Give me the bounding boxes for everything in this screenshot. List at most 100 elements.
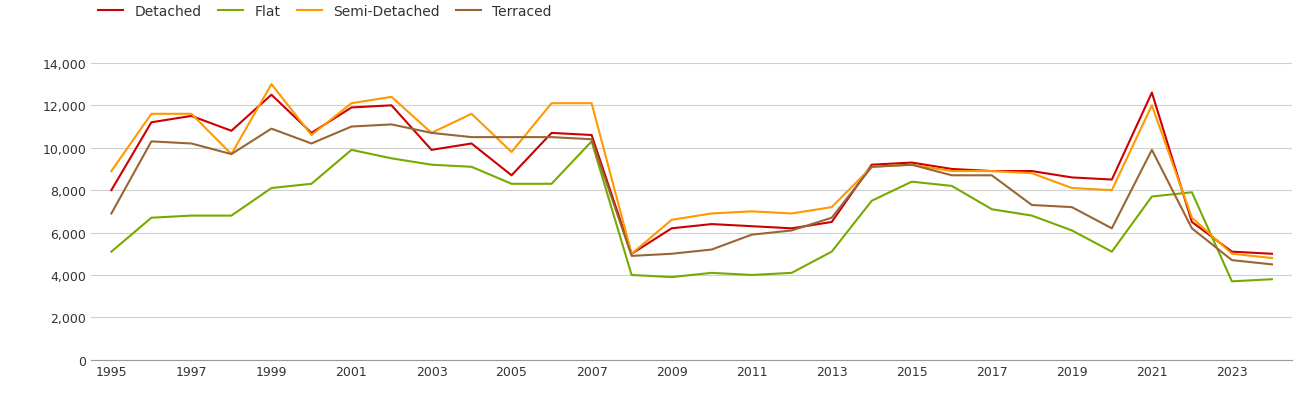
- Flat: [1064, 228, 1079, 233]
- Semi-Detached: [304, 133, 320, 138]
- Terraced: [744, 233, 760, 238]
- Semi-Detached: [184, 112, 200, 117]
- Line: Semi-Detached: Semi-Detached: [111, 85, 1272, 258]
- Flat: [184, 213, 200, 218]
- Detached: [944, 167, 959, 172]
- Legend: Detached, Flat, Semi-Detached, Terraced: Detached, Flat, Semi-Detached, Terraced: [98, 5, 552, 19]
- Flat: [823, 249, 839, 254]
- Semi-Detached: [504, 150, 519, 155]
- Semi-Detached: [544, 101, 560, 106]
- Flat: [904, 180, 920, 185]
- Terraced: [984, 173, 1000, 178]
- Detached: [984, 169, 1000, 174]
- Detached: [1224, 249, 1240, 254]
- Flat: [864, 199, 880, 204]
- Flat: [144, 216, 159, 220]
- Detached: [703, 222, 719, 227]
- Detached: [744, 224, 760, 229]
- Semi-Detached: [864, 165, 880, 170]
- Flat: [784, 271, 800, 276]
- Terraced: [1144, 148, 1160, 153]
- Terraced: [103, 211, 119, 216]
- Terraced: [583, 137, 599, 142]
- Semi-Detached: [703, 211, 719, 216]
- Flat: [583, 139, 599, 144]
- Terraced: [264, 127, 279, 132]
- Flat: [1104, 249, 1120, 254]
- Flat: [544, 182, 560, 187]
- Terraced: [703, 247, 719, 252]
- Detached: [904, 161, 920, 166]
- Detached: [184, 114, 200, 119]
- Terraced: [304, 142, 320, 146]
- Terraced: [544, 135, 560, 140]
- Terraced: [463, 135, 479, 140]
- Terraced: [944, 173, 959, 178]
- Flat: [103, 249, 119, 254]
- Flat: [424, 163, 440, 168]
- Flat: [1184, 190, 1199, 195]
- Flat: [744, 273, 760, 278]
- Semi-Detached: [1184, 216, 1199, 220]
- Detached: [304, 131, 320, 136]
- Semi-Detached: [144, 112, 159, 117]
- Semi-Detached: [103, 169, 119, 174]
- Detached: [1064, 175, 1079, 180]
- Terraced: [784, 228, 800, 233]
- Semi-Detached: [223, 152, 239, 157]
- Semi-Detached: [944, 169, 959, 174]
- Terraced: [664, 252, 680, 256]
- Terraced: [223, 152, 239, 157]
- Flat: [264, 186, 279, 191]
- Detached: [1104, 178, 1120, 182]
- Detached: [424, 148, 440, 153]
- Detached: [784, 226, 800, 231]
- Detached: [583, 133, 599, 138]
- Semi-Detached: [1024, 171, 1040, 176]
- Semi-Detached: [343, 101, 359, 106]
- Semi-Detached: [424, 131, 440, 136]
- Flat: [1144, 195, 1160, 200]
- Semi-Detached: [823, 205, 839, 210]
- Terraced: [624, 254, 639, 259]
- Detached: [664, 226, 680, 231]
- Flat: [1265, 277, 1280, 282]
- Semi-Detached: [1064, 186, 1079, 191]
- Terraced: [424, 131, 440, 136]
- Semi-Detached: [1224, 252, 1240, 256]
- Semi-Detached: [984, 169, 1000, 174]
- Detached: [1184, 220, 1199, 225]
- Semi-Detached: [784, 211, 800, 216]
- Detached: [144, 121, 159, 126]
- Semi-Detached: [463, 112, 479, 117]
- Semi-Detached: [744, 209, 760, 214]
- Detached: [264, 93, 279, 98]
- Semi-Detached: [264, 83, 279, 88]
- Flat: [343, 148, 359, 153]
- Flat: [504, 182, 519, 187]
- Terraced: [823, 216, 839, 220]
- Terraced: [1064, 205, 1079, 210]
- Terraced: [1184, 226, 1199, 231]
- Flat: [624, 273, 639, 278]
- Semi-Detached: [1144, 103, 1160, 108]
- Flat: [1024, 213, 1040, 218]
- Flat: [384, 157, 399, 162]
- Terraced: [1104, 226, 1120, 231]
- Line: Terraced: Terraced: [111, 125, 1272, 265]
- Line: Flat: Flat: [111, 142, 1272, 282]
- Flat: [463, 165, 479, 170]
- Flat: [304, 182, 320, 187]
- Semi-Detached: [624, 252, 639, 256]
- Detached: [343, 106, 359, 110]
- Detached: [624, 252, 639, 256]
- Semi-Detached: [904, 163, 920, 168]
- Detached: [463, 142, 479, 146]
- Terraced: [144, 139, 159, 144]
- Detached: [823, 220, 839, 225]
- Flat: [1224, 279, 1240, 284]
- Flat: [223, 213, 239, 218]
- Terraced: [864, 165, 880, 170]
- Detached: [1265, 252, 1280, 256]
- Semi-Detached: [384, 95, 399, 100]
